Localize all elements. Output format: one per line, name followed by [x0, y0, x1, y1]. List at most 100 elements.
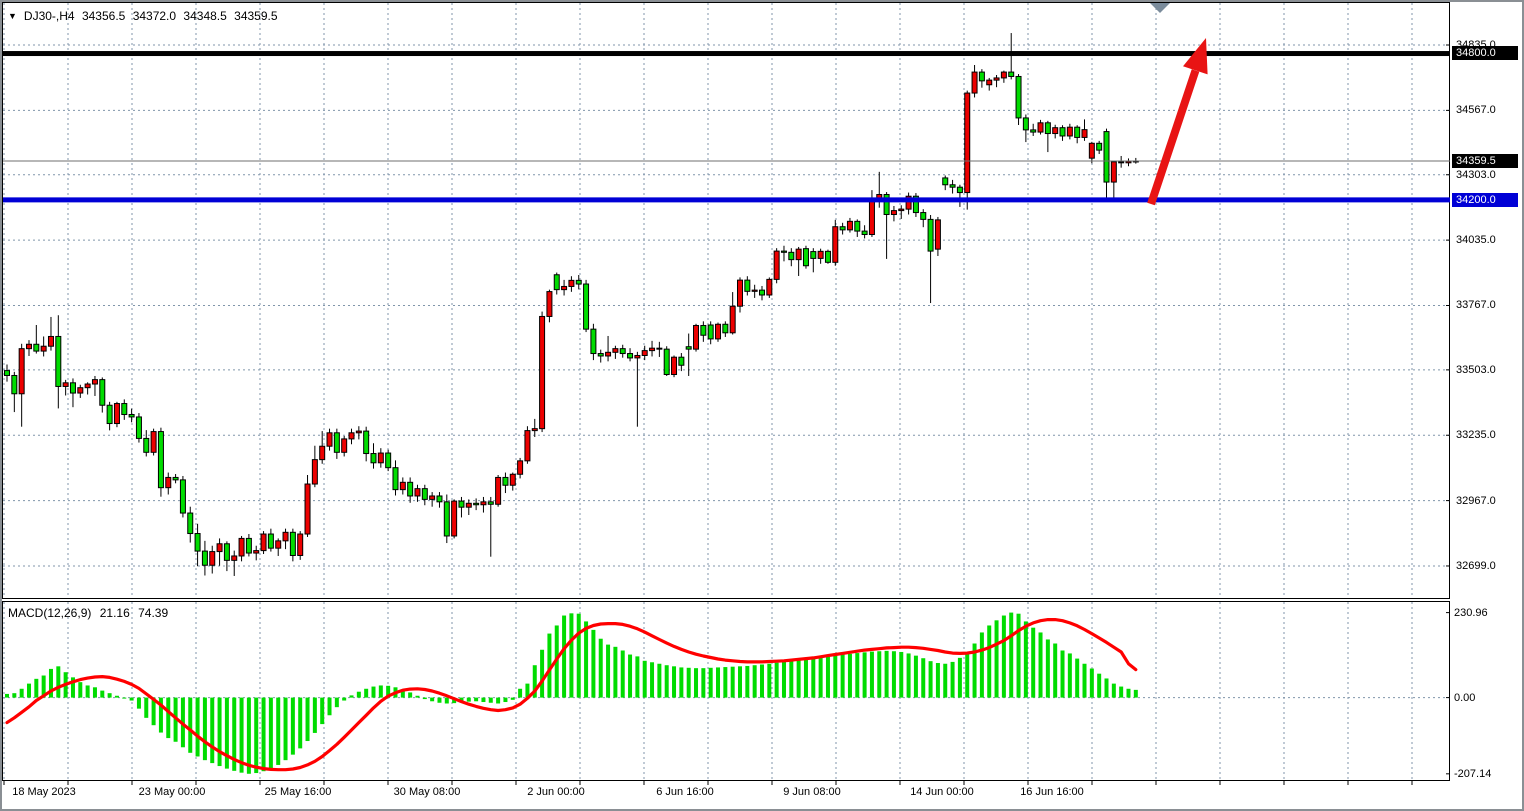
bear-candle — [143, 437, 150, 453]
macd-histogram-bar — [151, 697, 156, 726]
macd-histogram-bar — [847, 653, 852, 698]
resistance-line[interactable] — [3, 51, 1450, 57]
main-chart-pane[interactable] — [2, 2, 1450, 599]
macd-histogram-bar — [261, 697, 266, 772]
bull-candle — [113, 403, 120, 425]
bear-candle — [392, 467, 399, 491]
scroll-to-end-marker-icon[interactable] — [1150, 3, 1170, 13]
ohlc-close: 34359.5 — [234, 9, 278, 23]
macd-histogram-bar — [664, 665, 669, 698]
macd-histogram-bar — [965, 652, 970, 698]
macd-histogram-bar — [408, 692, 413, 698]
bull-candle — [1052, 127, 1059, 135]
bear-candle — [553, 274, 560, 291]
bull-candle — [517, 460, 524, 475]
bear-candle — [920, 212, 927, 220]
bear-candle — [187, 512, 194, 535]
bull-candle — [649, 347, 656, 352]
bull-candle — [414, 488, 421, 497]
bull-candle — [795, 248, 802, 261]
macd-histogram-bar — [694, 668, 699, 698]
macd-histogram-bar — [1067, 653, 1072, 698]
price-tick-label: 32967.0 — [1456, 494, 1496, 507]
bull-candle — [77, 387, 84, 394]
one-click-trading-arrow-icon[interactable]: ▼ — [8, 11, 17, 21]
macd-histogram-bar — [1031, 627, 1036, 698]
macd-histogram-bar — [818, 657, 823, 698]
support-line[interactable] — [3, 197, 1450, 203]
bear-candle — [458, 500, 465, 508]
macd-histogram-bar — [1001, 615, 1006, 698]
macd-histogram-bar — [356, 691, 361, 698]
macd-histogram-bar — [34, 678, 39, 698]
macd-histogram-bar — [364, 688, 369, 698]
macd-histogram-bar — [979, 632, 984, 698]
macd-histogram-bar — [1060, 650, 1065, 698]
macd-histogram-bar — [92, 687, 97, 698]
macd-histogram-bar — [708, 667, 713, 698]
macd-current-value: 21.16 — [99, 606, 130, 620]
bear-candle — [927, 218, 934, 252]
date-tick-label: 18 May 2023 — [12, 786, 76, 798]
bear-candle — [949, 184, 956, 188]
macd-histogram-bar — [422, 697, 427, 700]
bull-candle — [326, 432, 333, 447]
macd-histogram-bar — [620, 650, 625, 698]
bear-candle — [883, 194, 890, 216]
bull-candle — [612, 348, 619, 353]
macd-histogram-bar — [1009, 612, 1014, 698]
macd-histogram-bar — [1082, 663, 1087, 698]
macd-histogram-bar — [906, 653, 911, 698]
bear-candle — [583, 283, 590, 330]
bear-candle — [245, 537, 252, 554]
macd-histogram-bar — [496, 697, 501, 704]
bull-candle — [18, 348, 25, 395]
bear-candle — [722, 323, 729, 334]
bear-candle — [619, 348, 626, 355]
macd-histogram-bar — [1111, 683, 1116, 698]
macd-tick-label: -207.14 — [1454, 767, 1492, 780]
price-tick-label: 34567.0 — [1456, 104, 1496, 117]
macd-histogram-bar — [716, 667, 721, 698]
bear-candle — [1059, 127, 1066, 137]
bear-candle — [1118, 161, 1125, 164]
bull-candle — [40, 345, 47, 352]
bull-candle — [634, 354, 641, 359]
macd-histogram-bar — [642, 660, 647, 698]
date-tick-label: 2 Jun 00:00 — [527, 786, 585, 798]
macd-histogram-bar — [650, 662, 655, 698]
macd-histogram-bar — [811, 658, 816, 698]
bull-candle — [1000, 71, 1007, 79]
macd-histogram-bar — [935, 663, 940, 698]
bear-candle — [1030, 129, 1037, 133]
bull-candle — [773, 250, 780, 280]
bull-candle — [319, 445, 326, 461]
trend-arrow-shaft[interactable] — [1147, 69, 1200, 206]
bull-candle — [1088, 142, 1095, 159]
trend-arrow-head[interactable] — [1183, 38, 1208, 75]
bull-candle — [986, 79, 993, 86]
bear-candle — [824, 250, 831, 263]
bear-candle — [1022, 117, 1029, 131]
bull-candle — [1110, 161, 1117, 183]
ohlc-open: 34356.5 — [81, 9, 126, 23]
macd-histogram-bar — [576, 613, 581, 698]
macd-histogram-bar — [928, 661, 933, 698]
macd-histogram-bar — [239, 697, 244, 773]
macd-histogram-bar — [921, 658, 926, 698]
macd-histogram-bar — [188, 697, 193, 753]
macd-histogram-bar — [774, 662, 779, 698]
macd-histogram-bar — [129, 697, 134, 701]
bear-candle — [473, 502, 480, 506]
bear-candle — [810, 251, 817, 259]
macd-histogram-bar — [994, 620, 999, 698]
macd-histogram-bar — [525, 683, 530, 698]
macd-histogram-bar — [518, 688, 523, 698]
macd-histogram-bar — [114, 695, 119, 698]
bull-candle — [231, 555, 238, 561]
macd-histogram-bar — [723, 667, 728, 698]
macd-histogram-bar — [606, 644, 611, 698]
bull-candle — [539, 315, 546, 430]
